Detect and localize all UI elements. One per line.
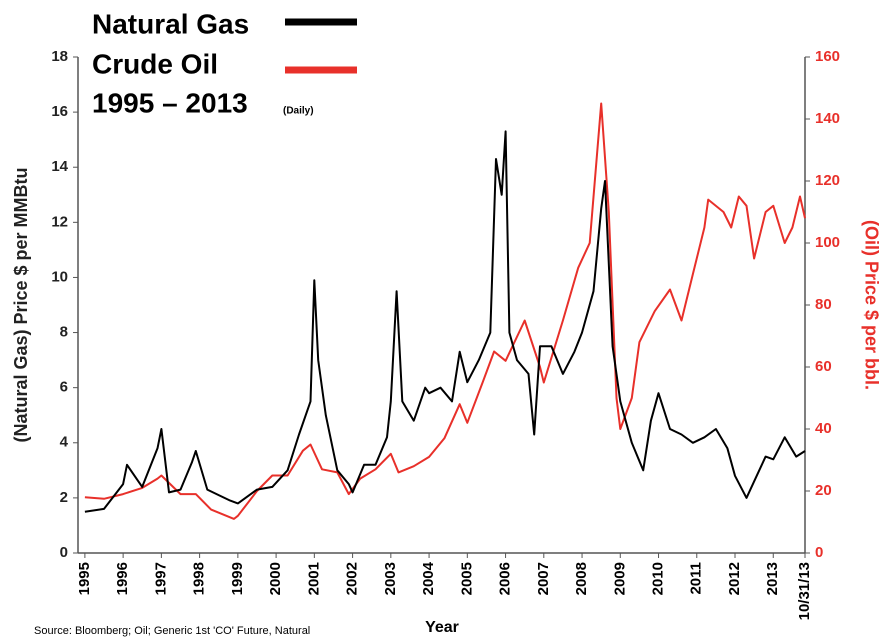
y2-tick-label: 140	[815, 110, 840, 127]
x-tick-label: 1997	[152, 562, 169, 595]
y2-tick-label: 20	[815, 482, 832, 499]
data-line	[84, 102, 806, 520]
x-axis-label: Year	[425, 619, 459, 636]
y-tick-label: 10	[51, 268, 68, 285]
y2-tick-label: 120	[815, 172, 840, 189]
x-tick-label: 2013	[764, 562, 781, 595]
x-tick-label: 1998	[191, 562, 208, 595]
y2-tick-label: 160	[815, 48, 840, 65]
chart-subtitle: (Daily)	[283, 106, 314, 117]
x-tick-label: 2000	[267, 562, 284, 595]
y-tick-label: 18	[51, 48, 68, 65]
x-tick-label: 2006	[497, 562, 514, 595]
x-tick-label: 2004	[420, 561, 437, 595]
x-tick-label: 10/31/13	[796, 562, 813, 620]
y2-tick-label: 80	[815, 296, 832, 313]
x-tick-label: 2007	[535, 562, 552, 595]
y-tick-label: 14	[51, 158, 68, 175]
y2-tick-label: 60	[815, 358, 832, 375]
y-tick-label: 12	[51, 213, 68, 230]
x-tick-label: 2003	[382, 562, 399, 595]
x-tick-label: 2005	[458, 562, 475, 595]
legend-label: Crude Oil	[92, 48, 218, 79]
y-tick-label: 16	[51, 103, 68, 120]
x-tick-label: 2009	[611, 562, 628, 595]
y-tick-label: 0	[60, 544, 68, 561]
y-tick-label: 4	[60, 434, 69, 451]
x-tick-label: 1996	[114, 562, 131, 595]
x-tick-label: 2012	[726, 562, 743, 595]
x-tick-label: 2011	[688, 562, 705, 595]
x-tick-label: 2010	[649, 562, 666, 595]
data-line	[84, 130, 806, 513]
x-tick-label: 2001	[305, 562, 322, 595]
y2-tick-label: 0	[815, 544, 823, 561]
x-tick-label: 2002	[344, 562, 361, 595]
x-tick-label: 1999	[229, 562, 246, 595]
y-axis-label: (Natural Gas) Price $ per MMBtu	[11, 167, 31, 442]
legend-label: Natural Gas	[92, 8, 249, 39]
y-tick-label: 8	[60, 324, 68, 341]
source-note: Source: Bloomberg; Oil; Generic 1st 'CO'…	[34, 625, 310, 637]
y2-tick-label: 100	[815, 234, 840, 251]
chart-title: 1995 – 2013	[92, 87, 248, 118]
y2-tick-label: 40	[815, 420, 832, 437]
x-tick-label: 2008	[573, 562, 590, 595]
y-tick-label: 2	[60, 489, 68, 506]
y2-axis-label: (Oil) Price $ per bbl.	[861, 220, 881, 390]
x-tick-label: 1995	[76, 562, 93, 595]
y-tick-label: 6	[60, 379, 68, 396]
